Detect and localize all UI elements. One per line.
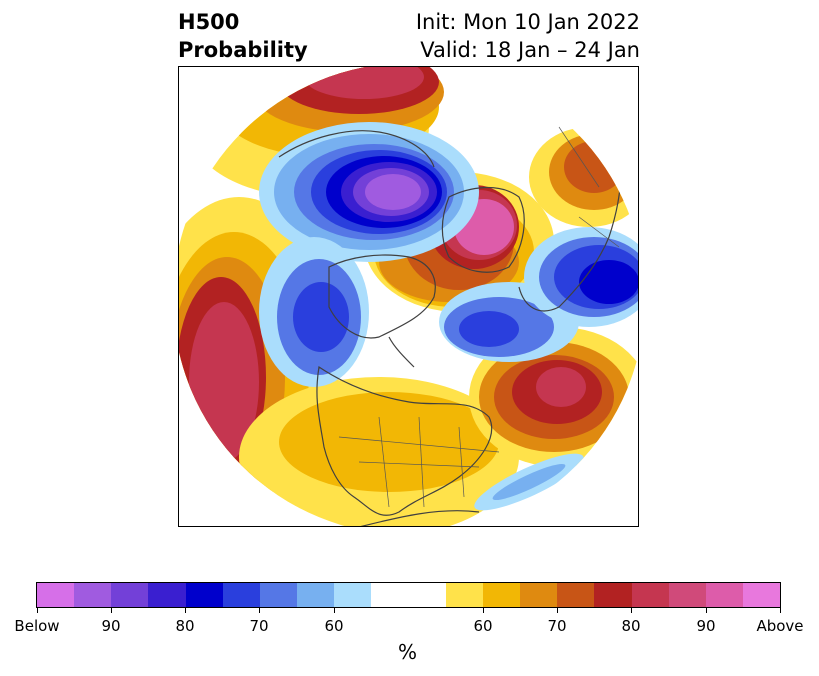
colorbar-tickmark-1 [111, 608, 112, 613]
below-region-atlantic-strip-core [492, 463, 566, 501]
title-line-2: Probability [178, 38, 308, 62]
colorbar-tickmark-0 [37, 608, 38, 613]
colorbar-tick-label-1: 90 [101, 617, 121, 635]
colorbar-segment-13 [520, 583, 558, 607]
colorbar-tick-label-4: 60 [324, 617, 344, 635]
colorbar-segment-8 [334, 583, 372, 607]
above-region-atlantic-core [536, 367, 586, 407]
colorbar-unit-label: % [398, 640, 418, 664]
colorbar-segment-11 [445, 583, 483, 607]
colorbar-tick-label-9: Above [756, 617, 804, 635]
map-canvas [179, 67, 638, 526]
valid-range: Valid: 18 Jan – 24 Jan [420, 38, 640, 62]
colorbar-segment-9 [371, 583, 409, 607]
init-date: Init: Mon 10 Jan 2022 [415, 10, 640, 34]
colorbar-segment-17 [668, 583, 706, 607]
colorbar-segment-12 [482, 583, 521, 607]
colorbar-tickmark-7 [631, 608, 632, 613]
below-region-canada-core [365, 174, 421, 210]
colorbar-tickmark-8 [706, 608, 707, 613]
colorbar-segment-16 [631, 583, 669, 607]
colorbar-segment-2 [111, 583, 149, 607]
colorbar-segment-6 [259, 583, 298, 607]
colorbar-segment-15 [594, 583, 632, 607]
colorbar-segment-0 [37, 583, 75, 607]
below-region-greenland-core [459, 311, 519, 347]
above-region-pacific-core [304, 67, 424, 99]
below-region-europe-core [579, 260, 638, 304]
colorbar-tick-label-3: 70 [249, 617, 269, 635]
colorbar-segment-4 [185, 583, 223, 607]
country-borders [338, 126, 620, 508]
colorbar-tick-label-2: 80 [175, 617, 195, 635]
colorbar-tick-label-7: 80 [621, 617, 641, 635]
colorbar-tickmark-9 [780, 608, 781, 613]
colorbar-tick-label-0: Below [14, 617, 60, 635]
chart-title: H500 Probability [178, 8, 308, 64]
colorbar [36, 582, 781, 608]
colorbar-segment-19 [742, 583, 781, 607]
forecast-info: Init: Mon 10 Jan 2022 Valid: 18 Jan – 24… [416, 8, 640, 64]
colorbar-segment-1 [74, 583, 112, 607]
colorbar-tick-label-6: 70 [547, 617, 567, 635]
colorbar-segment-18 [705, 583, 743, 607]
colorbar-segment-5 [222, 583, 260, 607]
colorbar-segment-3 [148, 583, 186, 607]
above-region-east-core [564, 141, 624, 193]
colorbar-segment-10 [408, 583, 446, 607]
colorbar-tick-label-8: 90 [696, 617, 716, 635]
colorbar-segment-7 [297, 583, 335, 607]
title-line-1: H500 [178, 10, 240, 34]
colorbar-tickmark-5 [483, 608, 484, 613]
colorbar-tickmark-6 [557, 608, 558, 613]
below-region-pacific-nw-core [293, 282, 349, 352]
colorbar-segment-14 [557, 583, 595, 607]
colorbar-tickmark-2 [185, 608, 186, 613]
colorbar-tickmark-4 [334, 608, 335, 613]
colorbar-tickmark-3 [259, 608, 260, 613]
colorbar-tick-label-5: 60 [473, 617, 493, 635]
probability-map [178, 66, 639, 527]
